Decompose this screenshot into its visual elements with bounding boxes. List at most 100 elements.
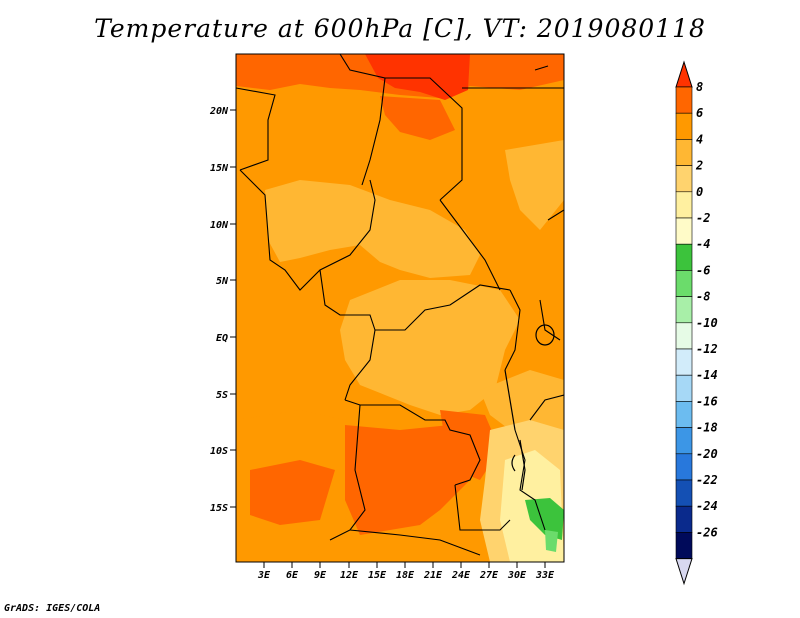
latitude-axis: 20N 15N 10N 5N EQ 5S 10S 15S [209,106,236,514]
border-cameroon-car [319,269,511,331]
country-borders [236,54,564,556]
lakes [504,324,555,491]
lat-label: EQ [216,333,228,344]
lake-mweru [511,454,516,472]
border-coast-ne [534,65,549,71]
colorbar-segment [675,427,693,455]
colorbar: 8 6 4 2 0 -2 -4 -6 -8 -10 -12 -14 -16 -18 -20 -22 -24 -26 [675,60,718,586]
lake-malawi [519,439,526,491]
lon-label: 33E [535,570,555,581]
lon-label: 12E [340,570,359,581]
lon-tick-27E: 27E [479,562,499,581]
field-central-0to2 [265,180,480,278]
lon-tick-9E: 9E [314,562,327,581]
field-north-core [380,96,455,140]
border-kenya [539,299,561,341]
colorbar-segment [675,348,693,376]
colorbar-segment [675,243,693,271]
colorbar-segment [675,270,693,297]
lat-label: 15N [210,163,229,174]
lat-label: 10N [210,220,229,231]
field-angola-4to6 [345,425,480,535]
border-namibia [349,529,481,556]
colorbar-bottom-triangle [675,558,693,586]
lat-tick-10S: 10S [210,446,236,457]
lon-label: 21E [423,570,443,581]
colorbar-top-triangle [675,60,693,88]
lon-label: 27E [479,570,499,581]
lon-tick-12E: 12E [340,562,359,581]
colorbar-label: 2 [695,159,703,173]
temperature-field [236,54,564,562]
colorbar-label: 4 [696,132,703,146]
border-tanzania [529,394,564,421]
lon-label: 18E [396,570,415,581]
lon-label: 3E [257,570,271,581]
border-nigeria-niger [361,77,386,186]
lon-tick-15E: 15E [368,562,387,581]
lat-tick-15S: 15S [210,503,236,514]
lake-victoria [535,324,555,346]
lat-tick-5S: 5S [216,390,236,401]
field-congo-0to2 [340,280,520,415]
lat-label: 10S [210,446,228,457]
colorbar-segment [675,532,693,559]
colorbar-label: -26 [696,525,718,539]
lon-tick-21E: 21E [423,562,443,581]
lat-label: 15S [210,503,228,514]
colorbar-label: 6 [696,106,703,120]
colorbar-label: -22 [696,473,718,487]
lon-tick-33E: 33E [535,562,555,581]
border-chad-sudan [439,199,501,291]
lon-label: 9E [314,570,327,581]
border-drc-south [344,399,481,486]
border-niger-chad [339,54,463,201]
lat-label: 5S [216,390,228,401]
longitude-axis: 3E 6E 9E 12E 15E 18E 21E 24E 27E 30E 33E [257,562,555,581]
lat-tick-10N: 10N [210,220,236,231]
colorbar-label: -18 [696,421,718,435]
colorbar-segment [675,479,693,507]
colorbar-segment [675,296,693,324]
colorbar-segment [675,401,693,428]
colorbar-label: -8 [696,290,710,304]
colorbar-label: -14 [696,368,718,382]
border-ethiopia [547,209,564,221]
field-atlantic-4to6 [250,460,335,525]
lon-tick-3E: 3E [257,562,271,581]
lon-tick-30E: 30E [507,562,527,581]
colorbar-segment [675,112,693,140]
colorbar-label: 0 [696,185,703,199]
lon-tick-6E: 6E [286,562,299,581]
border-angola-west [329,404,366,541]
lat-tick-EQ: EQ [216,333,236,344]
map-frame [235,53,565,563]
colorbar-label: -10 [696,316,718,330]
colorbar-segment [675,139,693,166]
colorbar-label: -6 [696,263,710,277]
field-green-m6tom4 [525,498,564,540]
colorbar-label: -12 [696,342,718,356]
border-congo [344,329,376,401]
field-north-6to8 [365,54,470,100]
chart-title: Temperature at 600hPa [C], VT: 201908011… [94,14,706,43]
border-nigeria [239,169,376,291]
colorbar-label: 8 [696,80,703,94]
lake-tanganyika [504,369,516,431]
colorbar-segment [675,374,693,402]
lon-label: 24E [451,570,471,581]
colorbar-label: -16 [696,394,718,408]
colorbar-segment [675,86,693,114]
colorbar-segment [675,165,693,193]
border-zambia [454,484,511,531]
colorbar-label: -20 [696,447,718,461]
field-green-spot [545,530,558,552]
colorbar-segment [675,453,693,481]
lon-tick-24E: 24E [451,562,471,581]
lon-label: 6E [286,570,299,581]
lat-tick-15N: 15N [210,163,236,174]
colorbar-label: -24 [696,499,718,513]
colorbar-label: -2 [696,211,710,225]
colorbar-segment [675,322,693,350]
